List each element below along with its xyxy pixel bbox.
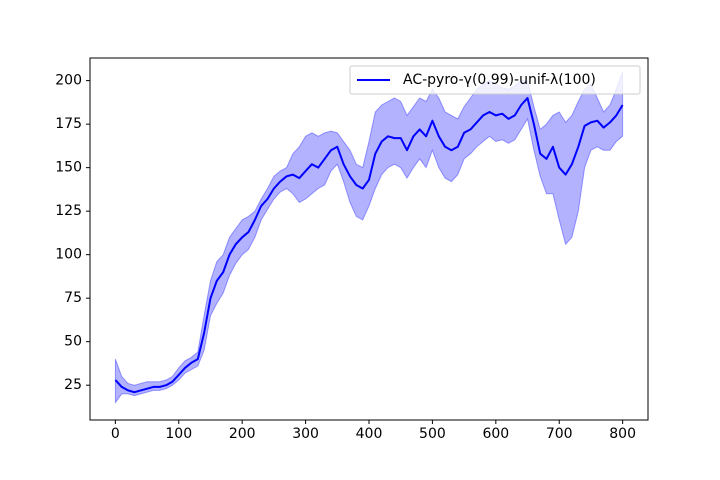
y-tick-label: 200: [55, 73, 82, 89]
x-tick-label: 700: [546, 426, 573, 442]
x-tick-label: 100: [165, 426, 192, 442]
x-tick-label: 200: [229, 426, 256, 442]
legend-box: [349, 65, 641, 95]
x-tick-label: 400: [356, 426, 383, 442]
plot-area: [114, 71, 624, 405]
y-tick-label: 100: [55, 247, 82, 263]
legend: AC-pyro-γ(0.99)-unif-λ(100): [349, 65, 641, 95]
x-tick-label: 0: [111, 426, 120, 442]
y-tick-label: 25: [64, 377, 82, 393]
axes: 0 100 200 300 400 500 600 700 800 25 50 75 100 125 150…: [55, 57, 649, 442]
y-tick-label: 175: [55, 116, 82, 132]
y-tick-label: 150: [55, 160, 82, 176]
x-tick-label: 600: [482, 426, 509, 442]
x-tick-label: 800: [609, 426, 636, 442]
y-tick-label: 125: [55, 203, 82, 219]
x-tick-label: 300: [292, 426, 319, 442]
series-0-mean-line: [114, 97, 624, 394]
x-tick-label: 500: [419, 426, 446, 442]
legend-label: AC-pyro-γ(0.99)-unif-λ(100): [403, 72, 596, 88]
y-tick-label: 50: [64, 334, 82, 350]
y-tick-label: 75: [64, 290, 82, 306]
series-0-confidence-band: [114, 71, 624, 405]
